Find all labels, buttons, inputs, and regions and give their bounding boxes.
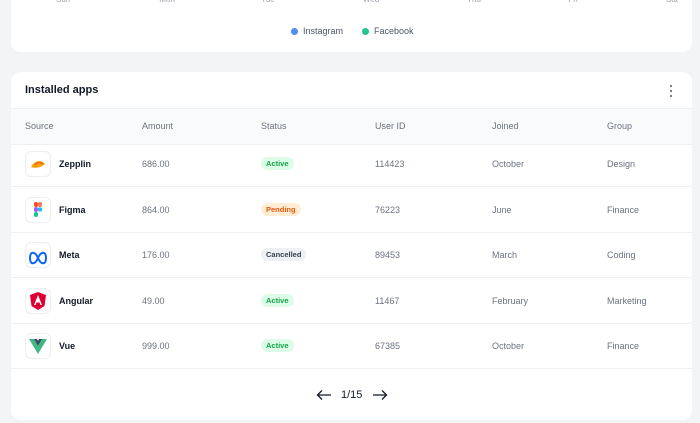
app-name: Angular bbox=[59, 295, 94, 306]
row-divider bbox=[11, 186, 692, 187]
user-id: 114423 bbox=[375, 159, 405, 169]
x-tick-label: Sun bbox=[56, 0, 70, 4]
status-badge: Active bbox=[261, 339, 294, 352]
group: Design bbox=[607, 159, 636, 169]
joined: February bbox=[492, 295, 529, 306]
x-tick-label: Fri bbox=[568, 0, 577, 4]
amount: 49.00 bbox=[142, 295, 165, 306]
amount: 176.00 bbox=[142, 250, 170, 260]
user-id: 67385 bbox=[375, 341, 401, 351]
app-name: Figma bbox=[59, 204, 86, 215]
x-tick-label: Wed bbox=[363, 0, 379, 4]
status-badge: Active bbox=[261, 157, 294, 170]
card-title: Installed apps bbox=[25, 84, 99, 96]
column-header: Amount bbox=[142, 121, 174, 131]
column-header: Source bbox=[25, 121, 54, 131]
user-id: 76223 bbox=[375, 204, 401, 215]
amount: 864.00 bbox=[142, 204, 170, 215]
next-page[interactable] bbox=[372, 389, 388, 401]
x-tick-label: Tue bbox=[261, 0, 275, 4]
status-badge: Active bbox=[261, 293, 294, 307]
app-name: Zepplin bbox=[59, 159, 91, 169]
chart-card bbox=[11, 0, 692, 52]
table-header bbox=[11, 108, 692, 145]
column-header: Joined bbox=[492, 121, 519, 131]
legend-dot[interactable] bbox=[291, 28, 298, 35]
row-divider bbox=[11, 368, 692, 369]
legend-label[interactable]: Instagram bbox=[303, 26, 344, 36]
pagination: 1/15 bbox=[341, 389, 363, 401]
column-header: Status bbox=[261, 121, 287, 131]
legend-dot[interactable] bbox=[362, 28, 369, 35]
app-icon bbox=[25, 242, 51, 268]
app-icon bbox=[25, 333, 51, 359]
x-tick-label: Thu bbox=[467, 0, 481, 4]
group: Finance bbox=[607, 204, 640, 215]
row-divider bbox=[11, 277, 692, 278]
row-divider bbox=[11, 231, 692, 233]
user-id: 11467 bbox=[375, 295, 400, 306]
prev-page[interactable] bbox=[316, 389, 332, 401]
column-header: User ID bbox=[375, 121, 406, 131]
column-header: Group bbox=[607, 121, 633, 131]
app-icon bbox=[25, 151, 51, 177]
amount: 686.00 bbox=[142, 159, 170, 169]
joined: March bbox=[492, 250, 518, 260]
x-tick-label: Sat bbox=[666, 0, 678, 4]
app-icon bbox=[25, 196, 51, 223]
more-button[interactable] bbox=[666, 84, 676, 98]
row-divider bbox=[11, 322, 692, 324]
app-name: Meta bbox=[59, 250, 80, 260]
status-badge: Pending bbox=[261, 202, 301, 216]
user-id: 89453 bbox=[375, 250, 401, 260]
app-icon bbox=[25, 287, 51, 314]
app-name: Vue bbox=[59, 341, 76, 351]
x-tick-label: Mon bbox=[159, 0, 175, 4]
group: Finance bbox=[607, 341, 640, 351]
joined: June bbox=[492, 204, 512, 215]
joined: October bbox=[492, 159, 525, 169]
group: Marketing bbox=[607, 295, 647, 306]
joined: October bbox=[492, 341, 525, 351]
legend-label[interactable]: Facebook bbox=[374, 26, 414, 36]
amount: 999.00 bbox=[142, 341, 170, 351]
group: Coding bbox=[607, 250, 636, 260]
status-badge: Cancelled bbox=[261, 248, 307, 261]
